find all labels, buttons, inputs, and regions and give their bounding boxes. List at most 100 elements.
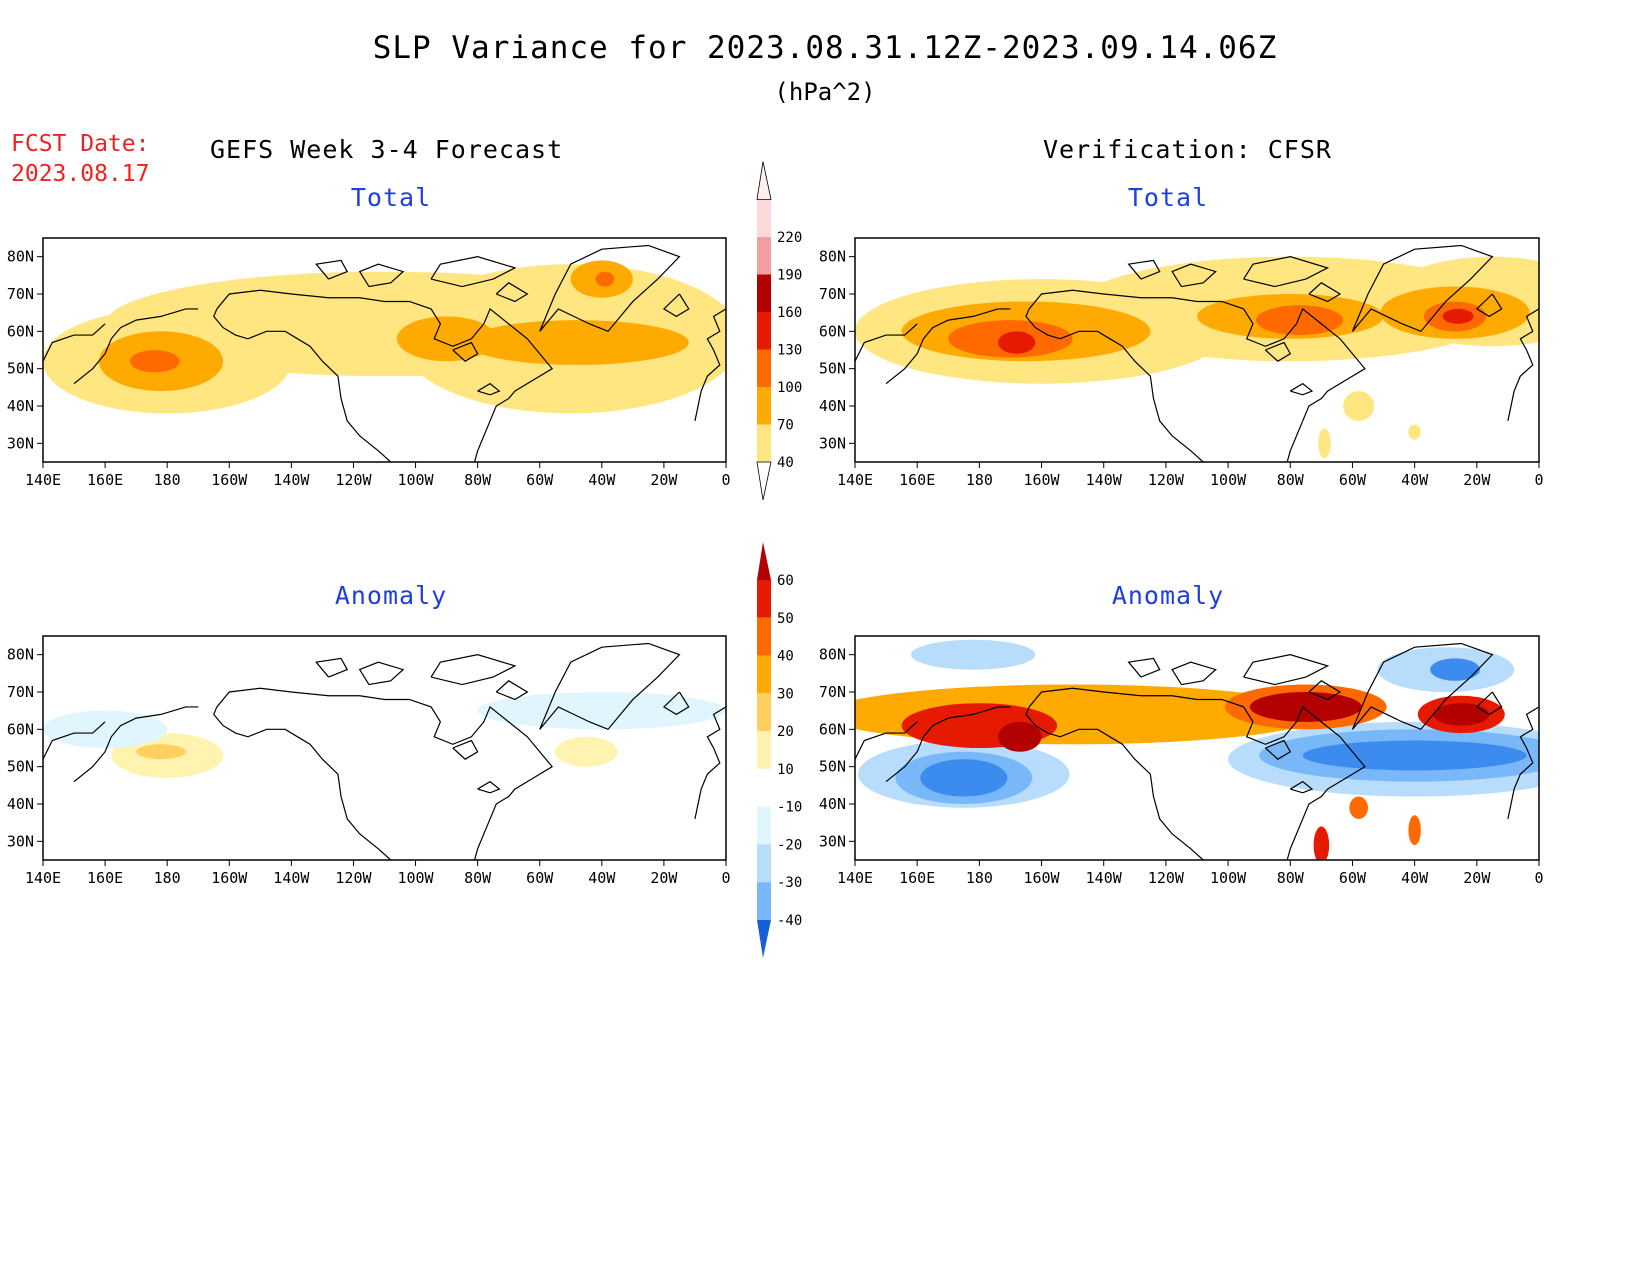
coastline-11	[452, 341, 479, 362]
colorbar-anomaly-segment	[757, 844, 771, 883]
contour-region-16	[1313, 826, 1330, 860]
colorbar-anomaly-tick-label: 20	[777, 724, 794, 740]
lat-tick-label: 80N	[7, 248, 34, 266]
lat-tick-label: 30N	[819, 434, 846, 452]
lon-tick-label: 60W	[526, 471, 554, 489]
coastline-11	[1264, 739, 1292, 760]
lon-tick-label: 80W	[464, 869, 492, 887]
contour-region-9	[998, 331, 1036, 354]
colorbar-total-segment	[757, 424, 771, 462]
contour-region-13	[1408, 424, 1421, 440]
coastline-3	[1028, 687, 1366, 860]
colorbar-anomaly-top-arrow	[757, 542, 771, 580]
fcst-date-caption: FCST Date:	[11, 131, 150, 157]
lon-tick-label: 80W	[464, 471, 492, 489]
lon-tick-label: 40W	[588, 869, 616, 887]
coastlines	[43, 244, 726, 462]
lon-tick-label: 80W	[1277, 471, 1305, 489]
map-panel-forecast-anomaly: 30N 40N 50N 60N 70N 80N 140E 160E 180 160W 140W 120…	[7, 635, 731, 887]
colorbar-total-tick-label: 40	[777, 455, 794, 471]
contour-region-12	[998, 721, 1042, 752]
coastline-0	[73, 706, 199, 783]
colorbar-anomaly-segment	[757, 806, 771, 845]
coastline-6	[694, 706, 726, 820]
contour-fills	[855, 639, 1539, 860]
colorbar-anomaly-segment	[757, 693, 771, 732]
lon-tick-label: 20W	[650, 471, 678, 489]
contour-fills	[43, 260, 726, 414]
colorbar-anomaly-segment	[757, 655, 771, 694]
coastline-1	[43, 323, 106, 362]
contour-region-4	[43, 710, 168, 748]
lon-tick-label: 0	[1534, 869, 1543, 887]
lat-tick-label: 80N	[819, 248, 846, 266]
coastlines	[855, 642, 1539, 860]
contour-region-2	[555, 736, 618, 767]
coastline-12	[477, 382, 501, 396]
verif-anomaly-title: Anomaly	[1111, 581, 1225, 610]
lon-tick-label: 0	[1534, 471, 1543, 489]
colorbar-total-top-arrow	[756, 161, 772, 200]
lon-tick-label: 140W	[1086, 869, 1123, 887]
lat-tick-label: 40N	[819, 397, 846, 415]
coastline-11	[452, 739, 479, 760]
contour-region-2	[920, 759, 1008, 797]
colorbar-anomaly: 60 50 40 30 20 10 -10 -20 -30 -40	[757, 542, 802, 958]
fcst-date-value: 2023.08.17	[11, 161, 150, 187]
contour-region-3	[477, 692, 726, 730]
contour-region-7	[1256, 305, 1344, 336]
coastline-4	[539, 244, 681, 333]
contour-region-10	[1442, 308, 1474, 324]
colorbar-anomaly-tick-label: 10	[777, 762, 794, 778]
lon-tick-label: 160W	[1023, 869, 1060, 887]
lon-tick-label: 60W	[1339, 869, 1367, 887]
lon-tick-label: 100W	[1210, 471, 1247, 489]
colorbar-total: 40 70 100 130 160 190 220	[756, 161, 802, 501]
lon-tick-label: 160W	[1023, 471, 1060, 489]
lat-tick-label: 30N	[819, 832, 846, 850]
contour-region-3	[910, 639, 1036, 670]
coastline-10	[1308, 282, 1342, 303]
colorbar-anomaly-tick-label: 40	[777, 649, 794, 665]
map-panel-verif-total: 30N 40N 50N 60N 70N 80N 140E 160E 180 160W 140W 120…	[819, 237, 1544, 489]
coastline-6	[694, 308, 726, 422]
colorbar-anomaly-tick-label: -40	[777, 913, 802, 929]
coastline-5	[662, 293, 690, 318]
lon-tick-label: 120W	[335, 869, 372, 887]
figure-title: SLP Variance for 2023.08.31.12Z-2023.09.…	[372, 30, 1278, 66]
lat-tick-label: 60N	[819, 720, 846, 738]
lon-tick-label: 140E	[837, 869, 873, 887]
contour-region-11	[1343, 391, 1375, 421]
lon-tick-label: 140W	[273, 471, 310, 489]
map-panel-forecast-total: 30N 40N 50N 60N 70N 80N 140E 160E 180 160W 140W 120…	[7, 237, 731, 489]
colorbar-total-segment	[757, 237, 771, 275]
lat-tick-label: 30N	[7, 434, 34, 452]
colorbar-total-tick-label: 130	[777, 343, 802, 359]
coastline-4	[1351, 642, 1494, 731]
verification-column-title: Verification: CFSR	[1043, 135, 1332, 164]
coastline-6	[1507, 706, 1539, 820]
lon-tick-label: 40W	[588, 471, 616, 489]
map-panel-verif-anomaly: 30N 40N 50N 60N 70N 80N 140E 160E 180 160W 140W 120…	[819, 635, 1544, 887]
coastline-1	[855, 721, 918, 760]
coastline-2	[1025, 706, 1204, 860]
coastline-8	[1171, 263, 1217, 288]
coastline-7	[430, 654, 517, 686]
lat-tick-label: 50N	[819, 758, 846, 776]
lon-tick-label: 120W	[335, 471, 372, 489]
colorbar-anomaly-tick-label: -30	[777, 875, 802, 891]
lon-tick-label: 20W	[650, 869, 678, 887]
contour-region-6	[465, 320, 689, 365]
lon-tick-label: 0	[721, 869, 730, 887]
forecast-column-title: GEFS Week 3-4 Forecast	[210, 135, 564, 164]
forecast-total-title: Total	[350, 183, 432, 212]
contour-region-5	[396, 316, 497, 362]
lon-tick-label: 40W	[1401, 471, 1429, 489]
coastline-12	[1289, 382, 1314, 396]
colorbar-anomaly-tick-label: -10	[777, 800, 802, 816]
lat-tick-label: 80N	[819, 646, 846, 664]
contour-region-8	[1430, 658, 1480, 681]
contour-region-17	[1349, 796, 1368, 819]
forecast-date-label: FCST Date: 2023.08.17	[11, 129, 149, 189]
